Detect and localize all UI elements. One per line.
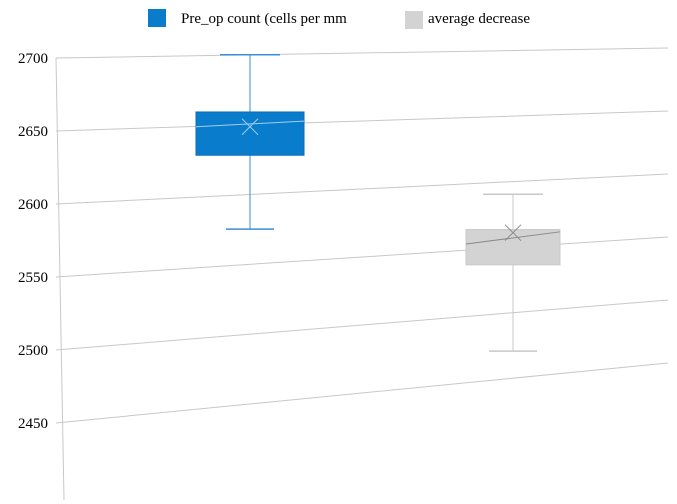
y-axis-line	[55, 57, 65, 501]
gridline-2500	[55, 299, 669, 351]
gridline-2550	[55, 236, 669, 278]
gridline-2650	[55, 110, 669, 132]
gridline-2450	[55, 362, 669, 424]
legend: Pre_op count (cells per mm average decre…	[148, 9, 530, 29]
gridlines	[55, 47, 669, 424]
y-axis-tick-labels: 2700 2650 2600 2550 2500 2450	[18, 51, 48, 432]
y-tick-label: 2700	[18, 51, 48, 67]
median-line	[465, 231, 561, 245]
y-tick-label: 2550	[18, 270, 48, 286]
gridline-2600	[55, 173, 669, 205]
box-iqr	[195, 111, 305, 156]
box-iqr	[465, 229, 561, 266]
y-tick-label: 2600	[18, 197, 48, 213]
y-tick-label: 2500	[18, 343, 48, 359]
box-pre-op	[195, 54, 305, 230]
legend-label-average-decrease: average decrease	[428, 11, 530, 27]
mean-marker	[241, 118, 259, 136]
legend-label-pre-op: Pre_op count (cells per mm	[181, 11, 347, 27]
box-average-decrease	[465, 193, 561, 352]
legend-swatch-pre-op	[148, 9, 166, 27]
gridline-2700	[55, 47, 669, 59]
y-tick-label: 2650	[18, 124, 48, 140]
legend-swatch-average-decrease	[405, 11, 423, 29]
mean-marker	[504, 224, 522, 242]
box-series	[195, 54, 561, 352]
median-line	[195, 120, 305, 128]
y-tick-label: 2450	[18, 416, 48, 432]
